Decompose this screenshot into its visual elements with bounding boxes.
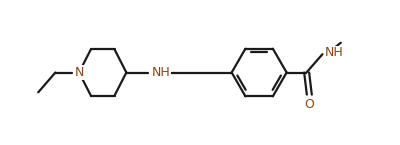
Text: N: N [74, 66, 84, 79]
Text: NH: NH [325, 46, 344, 59]
Text: NH: NH [152, 66, 170, 79]
Text: O: O [304, 98, 314, 112]
